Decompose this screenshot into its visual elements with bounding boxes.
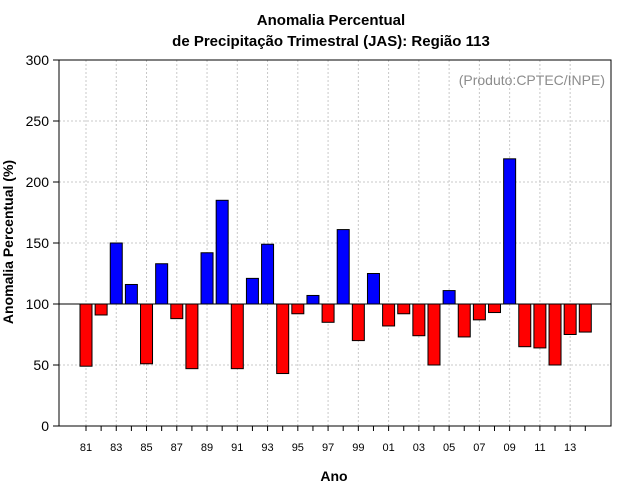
x-tick-label: 11: [534, 442, 545, 454]
y-tick-label: 250: [26, 113, 50, 129]
x-tick-label: 95: [292, 442, 304, 454]
y-tick-label: 50: [33, 357, 49, 373]
bar-05: [442, 290, 456, 305]
x-tick-label: 01: [382, 442, 394, 454]
x-tick-label: 85: [140, 442, 152, 454]
bar-87: [170, 303, 184, 320]
x-tick-label: 87: [171, 442, 183, 454]
bar-09: [503, 158, 517, 305]
bar-84: [124, 283, 138, 305]
bar-81: [79, 303, 93, 367]
x-tick-label: 99: [352, 442, 364, 454]
y-tick-label: 300: [26, 52, 50, 68]
y-tick-label: 100: [26, 296, 50, 312]
bar-90: [215, 199, 229, 305]
bar-08: [488, 303, 502, 314]
bar-98: [336, 229, 350, 305]
y-axis-label: Anomalia Percentual (%): [0, 160, 16, 324]
x-axis-label: Ano: [320, 468, 347, 484]
bar-00: [366, 273, 380, 305]
chart-title-line2: de Precipitação Trimestral (JAS): Região…: [172, 33, 490, 50]
x-tick-label: 97: [322, 442, 334, 454]
chart-title-line1: Anomalia Percentual: [257, 12, 405, 29]
bar-91: [230, 303, 244, 370]
bar-14: [578, 303, 592, 333]
bar-85: [140, 303, 154, 365]
gridlines: [59, 60, 611, 426]
bar-96: [306, 294, 320, 305]
credit-text: (Produto:CPTEC/INPE): [459, 72, 605, 88]
x-tick-label: 91: [231, 442, 243, 454]
bar-93: [261, 243, 275, 305]
bar-88: [185, 303, 199, 370]
bar-04: [427, 303, 441, 366]
bar-11: [533, 303, 547, 349]
bar-94: [276, 303, 290, 375]
bar-83: [109, 242, 123, 305]
bar-12: [548, 303, 562, 366]
x-tick-label: 81: [80, 442, 92, 454]
bar-82: [94, 303, 108, 316]
bar-01: [382, 303, 396, 327]
bar-86: [155, 263, 169, 305]
y-axis-ticks: 0 50 100 150 200 250 300: [26, 52, 59, 434]
x-tick-label: 07: [473, 442, 485, 454]
bar-99: [351, 303, 365, 342]
bar-07: [472, 303, 486, 321]
bars: [79, 158, 592, 375]
y-tick-label: 200: [26, 174, 50, 190]
x-tick-label: 83: [110, 442, 122, 454]
bar-97: [321, 303, 335, 323]
x-tick-label: 09: [504, 442, 516, 454]
x-tick-label: 13: [564, 442, 576, 454]
x-axis-ticks: 81 83 85 87 89 91 93 95 97 99 01 03 05 07 09 11 13: [80, 426, 586, 454]
x-tick-label: 05: [443, 442, 455, 454]
x-tick-label: 89: [201, 442, 213, 454]
bar-02: [397, 303, 411, 315]
bar-06: [457, 303, 471, 338]
y-tick-label: 150: [26, 235, 50, 251]
bar-89: [200, 252, 214, 305]
x-tick-label: 03: [413, 442, 425, 454]
bar-95: [291, 303, 305, 315]
x-tick-label: 93: [261, 442, 273, 454]
bar-92: [245, 277, 259, 305]
y-tick-label: 0: [41, 418, 49, 434]
bar-13: [563, 303, 577, 335]
bar-03: [412, 303, 426, 337]
bar-10: [518, 303, 532, 348]
